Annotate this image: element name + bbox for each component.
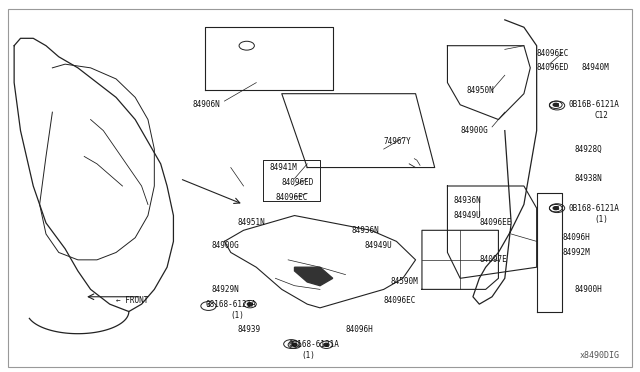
- Text: 84096EC: 84096EC: [537, 49, 569, 58]
- Text: 84900G: 84900G: [212, 241, 239, 250]
- Text: 84950N: 84950N: [467, 86, 494, 94]
- Text: 84900H: 84900H: [575, 285, 603, 294]
- Text: 84936N: 84936N: [352, 226, 380, 235]
- Text: 84096H: 84096H: [346, 326, 373, 334]
- Text: 84949U: 84949U: [454, 211, 481, 220]
- Text: 84096H: 84096H: [562, 233, 590, 242]
- Text: (1): (1): [594, 215, 608, 224]
- Text: 84928Q: 84928Q: [575, 145, 603, 154]
- Text: 08168-6121A: 08168-6121A: [288, 340, 339, 349]
- Circle shape: [553, 103, 558, 106]
- Text: S: S: [556, 103, 559, 108]
- Text: 84096ED: 84096ED: [282, 178, 314, 187]
- Circle shape: [553, 207, 558, 210]
- Text: (1): (1): [301, 351, 315, 360]
- Text: 84949U: 84949U: [365, 241, 392, 250]
- Text: 84938N: 84938N: [575, 174, 603, 183]
- Text: 84992M: 84992M: [562, 248, 590, 257]
- Text: 84096EC: 84096EC: [384, 296, 416, 305]
- Circle shape: [292, 343, 297, 346]
- Text: S: S: [207, 304, 210, 308]
- Text: 84906N: 84906N: [193, 100, 220, 109]
- Polygon shape: [294, 267, 333, 286]
- Text: 0B16B-6121A: 0B16B-6121A: [568, 100, 620, 109]
- Text: 08168-6121A: 08168-6121A: [205, 300, 256, 309]
- Text: 74967Y: 74967Y: [384, 137, 412, 146]
- Text: 84941M: 84941M: [269, 163, 297, 172]
- Circle shape: [247, 303, 252, 306]
- Circle shape: [324, 343, 329, 346]
- Text: 84097E: 84097E: [479, 255, 507, 264]
- Text: (1): (1): [231, 311, 244, 320]
- Text: 84940M: 84940M: [581, 63, 609, 72]
- Text: 84951N: 84951N: [237, 218, 265, 227]
- Text: 84096ED: 84096ED: [537, 63, 569, 72]
- Text: 84096EC: 84096EC: [275, 193, 308, 202]
- Text: ← FRONT: ← FRONT: [116, 296, 148, 305]
- Text: 84939: 84939: [237, 326, 260, 334]
- Text: S: S: [289, 341, 293, 347]
- Text: C12: C12: [594, 111, 608, 121]
- Text: 84590M: 84590M: [390, 278, 418, 286]
- Text: 84936N: 84936N: [454, 196, 481, 205]
- Text: S: S: [556, 206, 559, 211]
- Text: x8490DIG: x8490DIG: [579, 350, 620, 359]
- Text: 0B168-6121A: 0B168-6121A: [568, 203, 620, 213]
- Text: 84929N: 84929N: [212, 285, 239, 294]
- Text: 84900G: 84900G: [460, 126, 488, 135]
- Text: 84096EE: 84096EE: [479, 218, 512, 227]
